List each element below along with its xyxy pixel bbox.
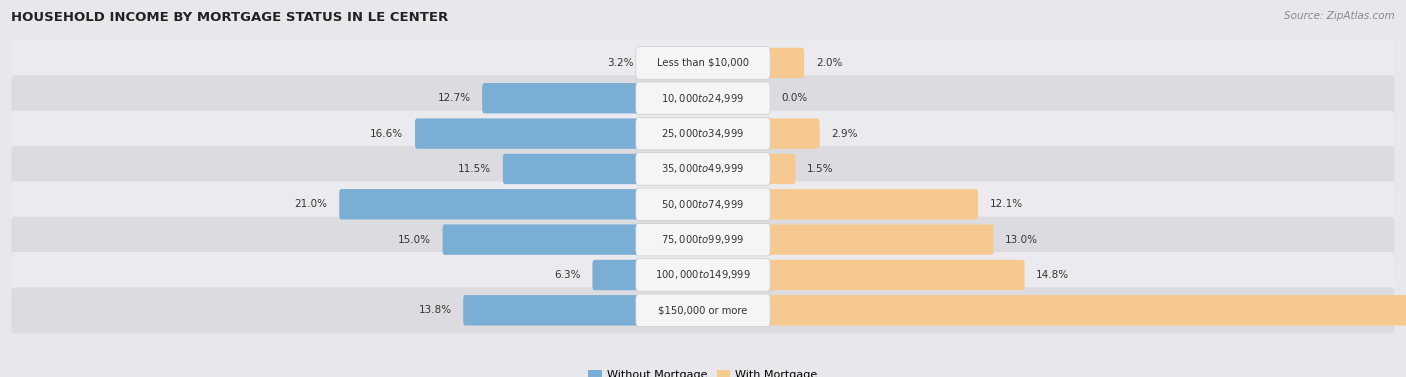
Legend: Without Mortgage, With Mortgage: Without Mortgage, With Mortgage (583, 365, 823, 377)
FancyBboxPatch shape (415, 118, 641, 149)
FancyBboxPatch shape (765, 224, 994, 255)
Text: $100,000 to $149,999: $100,000 to $149,999 (655, 268, 751, 282)
Text: 13.8%: 13.8% (419, 305, 451, 315)
FancyBboxPatch shape (765, 118, 820, 149)
FancyBboxPatch shape (636, 294, 770, 326)
FancyBboxPatch shape (11, 75, 1395, 121)
Text: Source: ZipAtlas.com: Source: ZipAtlas.com (1284, 11, 1395, 21)
Text: 13.0%: 13.0% (1005, 234, 1038, 245)
FancyBboxPatch shape (11, 287, 1395, 333)
Text: 2.0%: 2.0% (815, 58, 842, 68)
Text: 11.5%: 11.5% (458, 164, 491, 174)
Text: $150,000 or more: $150,000 or more (658, 305, 748, 315)
Text: 1.5%: 1.5% (807, 164, 834, 174)
FancyBboxPatch shape (636, 82, 770, 115)
Text: 14.8%: 14.8% (1036, 270, 1070, 280)
FancyBboxPatch shape (11, 252, 1395, 298)
Text: 0.0%: 0.0% (782, 93, 807, 103)
Text: $35,000 to $49,999: $35,000 to $49,999 (661, 162, 745, 175)
FancyBboxPatch shape (765, 260, 1025, 290)
FancyBboxPatch shape (11, 181, 1395, 227)
FancyBboxPatch shape (636, 188, 770, 221)
FancyBboxPatch shape (765, 295, 1406, 325)
FancyBboxPatch shape (765, 189, 979, 219)
FancyBboxPatch shape (11, 217, 1395, 263)
Text: HOUSEHOLD INCOME BY MORTGAGE STATUS IN LE CENTER: HOUSEHOLD INCOME BY MORTGAGE STATUS IN L… (11, 11, 449, 24)
Text: 12.1%: 12.1% (990, 199, 1024, 209)
FancyBboxPatch shape (636, 223, 770, 256)
Text: 2.9%: 2.9% (831, 129, 858, 139)
FancyBboxPatch shape (592, 260, 641, 290)
FancyBboxPatch shape (339, 189, 641, 219)
FancyBboxPatch shape (482, 83, 641, 113)
Text: 3.2%: 3.2% (607, 58, 634, 68)
FancyBboxPatch shape (636, 259, 770, 291)
Text: $10,000 to $24,999: $10,000 to $24,999 (661, 92, 745, 105)
FancyBboxPatch shape (765, 48, 804, 78)
FancyBboxPatch shape (636, 153, 770, 185)
Text: $25,000 to $34,999: $25,000 to $34,999 (661, 127, 745, 140)
FancyBboxPatch shape (11, 110, 1395, 156)
FancyBboxPatch shape (503, 154, 641, 184)
FancyBboxPatch shape (11, 40, 1395, 86)
Text: 12.7%: 12.7% (437, 93, 471, 103)
FancyBboxPatch shape (463, 295, 641, 325)
Text: 6.3%: 6.3% (554, 270, 581, 280)
FancyBboxPatch shape (443, 224, 641, 255)
Text: $75,000 to $99,999: $75,000 to $99,999 (661, 233, 745, 246)
Text: Less than $10,000: Less than $10,000 (657, 58, 749, 68)
FancyBboxPatch shape (636, 117, 770, 150)
Text: 16.6%: 16.6% (370, 129, 404, 139)
FancyBboxPatch shape (765, 154, 796, 184)
Text: 15.0%: 15.0% (398, 234, 430, 245)
FancyBboxPatch shape (11, 146, 1395, 192)
FancyBboxPatch shape (636, 47, 770, 79)
Text: $50,000 to $74,999: $50,000 to $74,999 (661, 198, 745, 211)
Text: 21.0%: 21.0% (294, 199, 328, 209)
